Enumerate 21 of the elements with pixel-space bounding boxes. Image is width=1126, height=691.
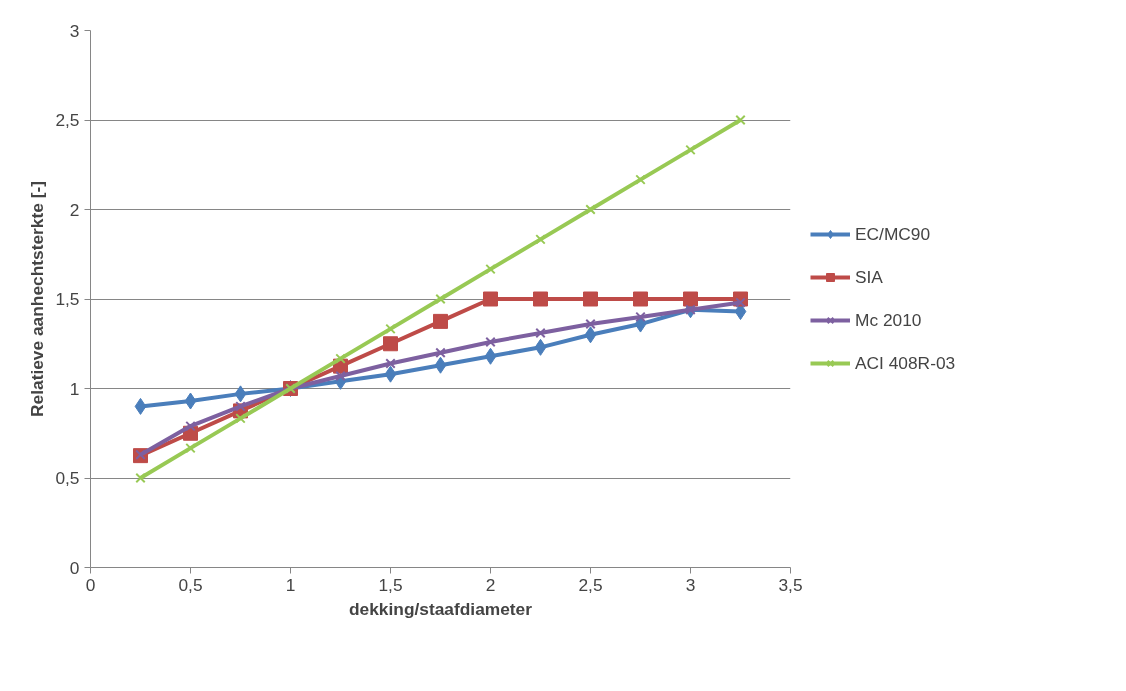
x-tick-label: 0,5 xyxy=(178,574,203,595)
y-tick-label: 3 xyxy=(69,20,80,41)
y-tick-label: 1,5 xyxy=(55,289,80,309)
x-axis-title: dekking/staafdiameter xyxy=(349,598,533,619)
x-tick-label: 2 xyxy=(485,574,496,595)
legend-label: SIA xyxy=(855,266,883,288)
x-tick-label: 3 xyxy=(685,574,696,595)
y-tick-label: 0 xyxy=(69,557,80,578)
x-tick-label: 1 xyxy=(285,574,296,595)
x-tick-label: 3,5 xyxy=(778,574,803,595)
legend-label: EC/MC90 xyxy=(855,223,931,245)
legend-label: ACI 408R-03 xyxy=(855,352,956,374)
legend-label: Mc 2010 xyxy=(855,309,922,331)
y-tick-label: 2 xyxy=(69,199,80,220)
x-tick-label: 1,5 xyxy=(378,574,403,595)
y-tick-label: 0,5 xyxy=(55,468,80,488)
y-axis-title: Relatieve aanhechtsterkte [-] xyxy=(27,181,48,417)
x-tick-label: 0 xyxy=(85,574,96,595)
y-tick-label: 1 xyxy=(69,378,80,399)
x-tick-label: 2,5 xyxy=(578,574,603,595)
y-tick-label: 2,5 xyxy=(55,110,80,130)
